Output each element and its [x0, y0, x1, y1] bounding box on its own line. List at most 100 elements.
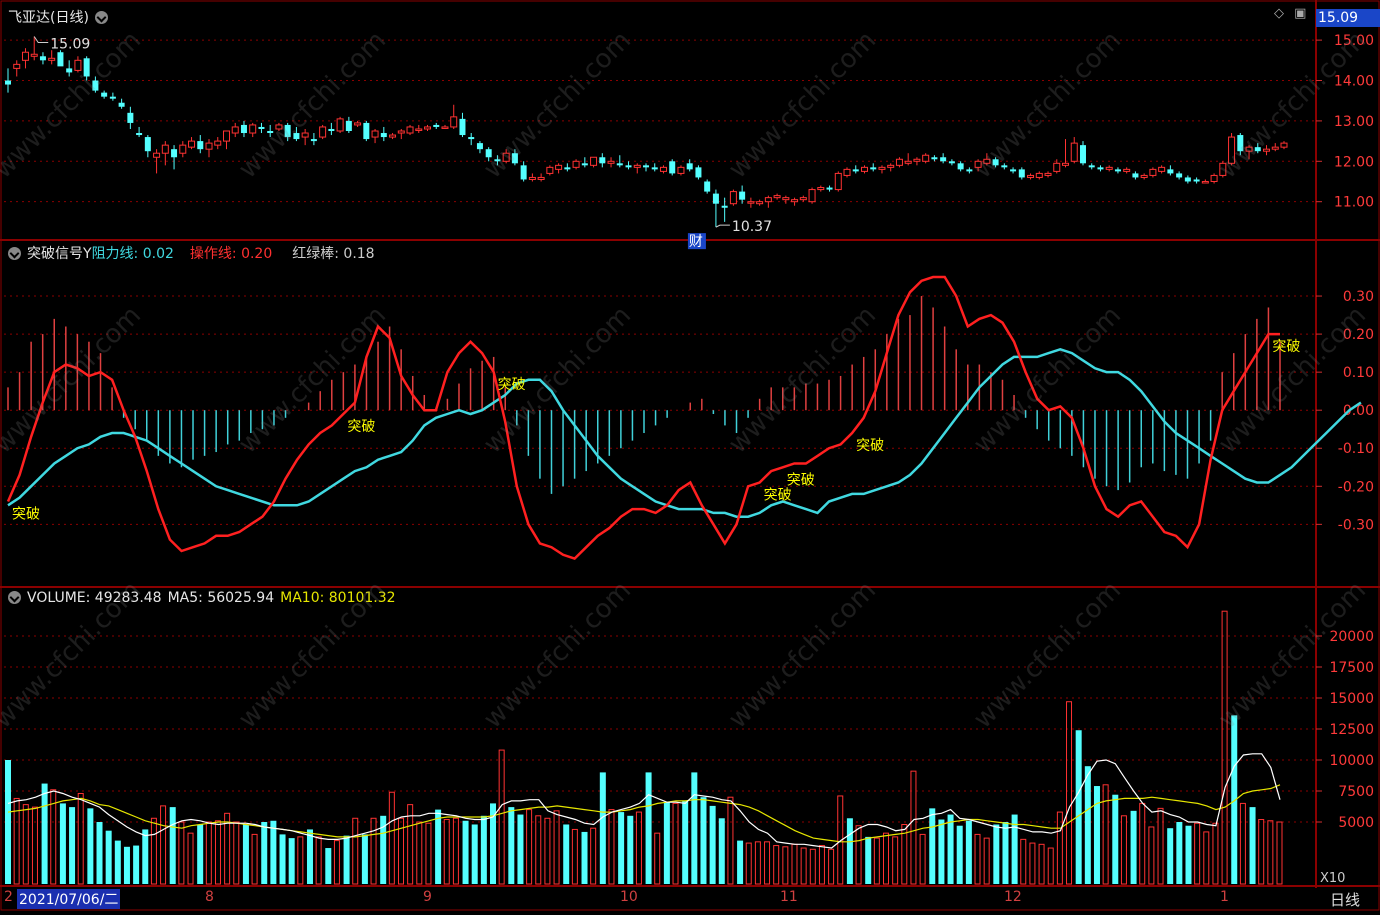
volume-bar	[526, 809, 533, 885]
candle-body	[231, 126, 239, 134]
volume-bar	[288, 838, 295, 884]
ma10-label: MA10: 80101.32	[280, 590, 396, 606]
volume-bar	[251, 833, 258, 885]
candle-body	[983, 158, 991, 164]
volume-bar	[773, 845, 780, 885]
volume-bar	[380, 815, 387, 884]
candle-body	[843, 168, 851, 176]
date-axis: 2 2021/07/06/二 8 9 10 11 12 1	[0, 888, 1318, 910]
volume-bar	[388, 791, 395, 885]
volume-bar	[361, 834, 368, 884]
candle-body	[109, 96, 116, 99]
candle-body	[590, 156, 598, 166]
candle-body	[712, 193, 719, 204]
volume-bar	[782, 846, 789, 885]
fin-badge: 财	[689, 234, 703, 250]
candle-body	[328, 128, 335, 131]
indicator-title[interactable]: 突破信号Y	[27, 246, 92, 262]
signal-label: 突破	[347, 419, 375, 435]
candle-body	[581, 163, 588, 166]
candle-body	[153, 152, 161, 158]
candle-body	[214, 140, 222, 146]
candle-body	[5, 80, 11, 85]
candle-body	[686, 163, 693, 170]
candle-body	[633, 164, 641, 168]
axis-tick-label: 11.00	[1334, 195, 1374, 211]
axis-tick-label: 7500	[1338, 784, 1374, 800]
volume-bar	[883, 832, 890, 885]
volume-bar	[443, 819, 450, 885]
vol-label[interactable]: VOLUME: 49283.48	[27, 590, 162, 606]
volume-bar	[645, 772, 652, 884]
candle-body	[197, 141, 204, 150]
candle-body	[39, 56, 46, 61]
candle-body	[1079, 145, 1086, 164]
axis-tick-label: 12.00	[1334, 154, 1374, 170]
candle-body	[546, 166, 554, 174]
period-label[interactable]: 日线	[1330, 891, 1361, 909]
axis-tick-label: 10000	[1329, 753, 1374, 769]
volume-bar	[480, 815, 487, 884]
volume-bar	[343, 835, 350, 884]
volume-bar	[672, 802, 679, 885]
candle-body	[904, 160, 912, 164]
stock-title[interactable]: 飞亚达(日线)	[8, 10, 89, 26]
volume-bar	[709, 805, 716, 884]
candle-body	[144, 137, 151, 152]
volume-bar	[306, 829, 313, 884]
volume-bar	[1258, 819, 1265, 885]
candle-body	[48, 57, 56, 61]
candle-body	[101, 92, 108, 97]
volume-bar	[1148, 826, 1155, 885]
diamond-icon[interactable]: ◇	[1274, 6, 1284, 21]
axis-tick-label: 5000	[1338, 815, 1374, 831]
candle-body	[1018, 169, 1025, 178]
volume-bar	[407, 804, 414, 885]
volume-menu-icon[interactable]	[8, 591, 21, 604]
volume-bar	[5, 760, 11, 884]
volume-bar	[425, 822, 432, 885]
candle-body	[30, 53, 38, 57]
candle-body	[887, 164, 895, 168]
date-left-mark: 2	[4, 889, 13, 905]
candle-body	[293, 133, 300, 140]
volume-bar	[1120, 815, 1127, 885]
candle-body	[773, 195, 781, 199]
candle-body	[695, 167, 702, 178]
candle-body	[528, 176, 536, 180]
volume-bar	[1167, 828, 1174, 884]
candle-body	[1210, 174, 1218, 182]
candle-body	[992, 159, 999, 166]
candle-body	[1219, 162, 1227, 176]
volume-bar	[270, 820, 277, 884]
dropdown-icon[interactable]	[94, 11, 108, 24]
candle-body	[406, 126, 414, 134]
volume-bar	[938, 819, 945, 884]
volume-bar	[498, 749, 505, 885]
candle-body	[1280, 142, 1288, 148]
axis-tick-label: 14.00	[1334, 74, 1374, 90]
candle-body	[83, 58, 90, 77]
top-right-controls[interactable]: ◇ ▣	[1274, 6, 1306, 21]
volume-bar	[553, 810, 560, 885]
volume-bar	[1130, 810, 1137, 884]
indicator-menu-icon[interactable]	[8, 247, 21, 260]
candle-body	[764, 197, 772, 203]
candle-body	[424, 126, 432, 130]
candle-body	[537, 176, 545, 180]
volume-bar	[745, 842, 752, 885]
candle-body	[895, 158, 903, 166]
axis-tick-label: -0.30	[1338, 517, 1374, 533]
candle-body	[1263, 148, 1271, 152]
volume-bar	[416, 821, 423, 885]
high-price-label: 15.09	[50, 36, 90, 52]
candle-body	[363, 122, 370, 140]
candle-body	[572, 160, 580, 168]
signal-label: 突破	[787, 472, 815, 488]
candle-body	[625, 165, 632, 168]
ma10-line	[7, 784, 1281, 843]
candle-body	[161, 144, 169, 154]
window-icon[interactable]: ▣	[1294, 6, 1307, 21]
candle-body	[13, 63, 21, 69]
